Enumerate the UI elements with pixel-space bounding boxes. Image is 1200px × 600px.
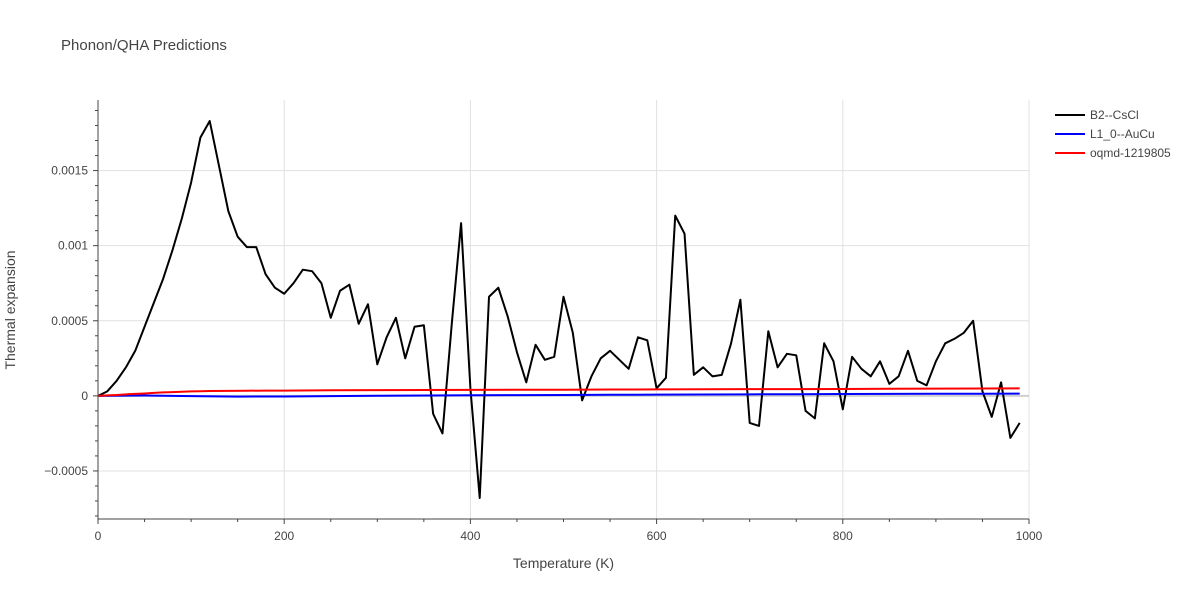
y-tick-label: 0.0015: [51, 164, 88, 178]
chart-title: Phonon/QHA Predictions: [61, 37, 227, 54]
series-line-b2-cscl[interactable]: [97, 120, 1021, 499]
y-tick-label: 0.001: [58, 239, 88, 253]
tick-label-layer: 0 200 400 600 800 1000 −0.0005 0 0.0005 0.001 0.00…: [44, 164, 1042, 543]
x-tick-label: 200: [274, 529, 294, 543]
legend-item-b2-cscl[interactable]: B2--CsCl: [1055, 108, 1139, 122]
x-tick-label: 1000: [1016, 529, 1043, 543]
series-line-oqmd-1219805[interactable]: [97, 387, 1020, 397]
x-tick-label: 0: [95, 529, 102, 543]
axis-layer: [93, 100, 1030, 524]
x-axis-title: Temperature (K): [513, 555, 614, 571]
y-tick-label: −0.0005: [44, 464, 88, 478]
x-tick-label: 400: [460, 529, 480, 543]
legend[interactable]: B2--CsCl L1_0--AuCu oqmd-1219805: [1055, 108, 1171, 160]
series-line-l1-0-aucu[interactable]: [97, 392, 1020, 398]
legend-item-l1-0-aucu[interactable]: L1_0--AuCu: [1055, 127, 1155, 141]
x-tick-label: 600: [647, 529, 667, 543]
x-tick-label: 800: [833, 529, 853, 543]
legend-item-oqmd-1219805[interactable]: oqmd-1219805: [1055, 146, 1171, 160]
legend-label-b2-cscl: B2--CsCl: [1090, 108, 1139, 122]
grid-layer: [98, 100, 1030, 519]
y-tick-label: 0: [81, 389, 88, 403]
y-tick-label: 0.0005: [51, 314, 88, 328]
series-layer: [97, 120, 1021, 499]
y-axis-title: Thermal expansion: [2, 250, 18, 369]
legend-label-oqmd-1219805: oqmd-1219805: [1090, 146, 1171, 160]
legend-label-l1-0-aucu: L1_0--AuCu: [1090, 127, 1155, 141]
